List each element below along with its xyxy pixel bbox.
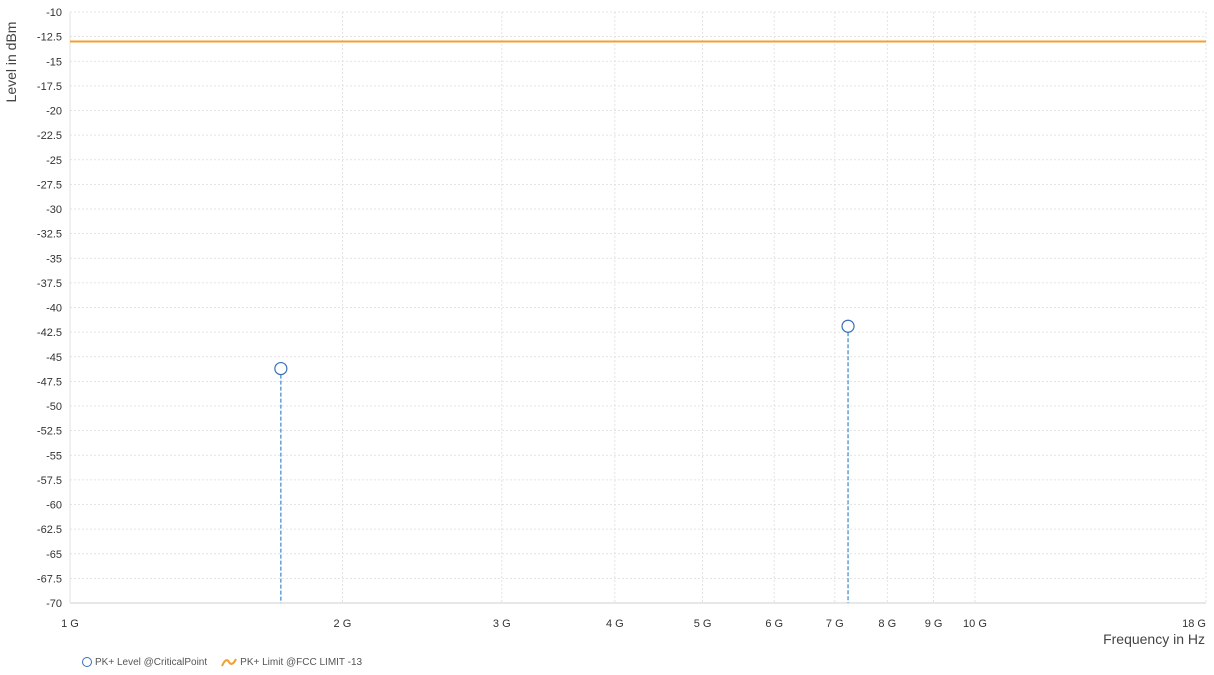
- y-tick-label: -62.5: [37, 524, 62, 536]
- x-tick-label: 10 G: [963, 618, 987, 630]
- x-tick-label: 9 G: [925, 618, 943, 630]
- x-axis-title: Frequency in Hz: [1103, 631, 1205, 647]
- legend-item-limit[interactable]: PK+ Limit @FCC LIMIT -13: [221, 656, 362, 668]
- y-tick-label: -65: [46, 549, 62, 561]
- x-tick-label: 3 G: [493, 618, 511, 630]
- x-axis-ticks: 1 G 2 G 3 G 4 G 5 G 6 G 7 G 8 G 9 G 10 G 18 G: [61, 618, 1206, 630]
- y-tick-label: -52.5: [37, 426, 62, 438]
- y-tick-label: -10: [46, 7, 62, 19]
- y-tick-label: -42.5: [37, 327, 62, 339]
- y-tick-label: -35: [46, 253, 62, 265]
- x-tick-label: 4 G: [606, 618, 624, 630]
- y-tick-label: -25: [46, 155, 62, 167]
- x-tick-label: 2 G: [334, 618, 352, 630]
- y-tick-label: -50: [46, 401, 62, 413]
- series-layer: [70, 40, 1206, 603]
- y-tick-label: -47.5: [37, 376, 62, 388]
- y-tick-label: -30: [46, 204, 62, 216]
- y-tick-label: -40: [46, 303, 62, 315]
- legend-label-limit: PK+ Limit @FCC LIMIT -13: [240, 656, 363, 668]
- legend-item-level[interactable]: PK+ Level @CriticalPoint: [82, 657, 207, 668]
- grid-lines: [69, 11, 1207, 604]
- y-tick-label: -67.5: [37, 573, 62, 585]
- y-tick-label: -57.5: [37, 475, 62, 487]
- y-tick-label: -17.5: [37, 81, 62, 93]
- y-tick-label: -22.5: [37, 130, 62, 142]
- x-tick-label: 18 G: [1182, 618, 1206, 630]
- y-axis-title: Level in dBm: [3, 22, 19, 103]
- y-tick-label: -20: [46, 106, 62, 118]
- data-point: [274, 361, 288, 376]
- y-tick-label: -60: [46, 500, 62, 512]
- x-tick-label: 8 G: [878, 618, 896, 630]
- x-tick-label: 7 G: [826, 618, 844, 630]
- x-tick-label: 6 G: [765, 618, 783, 630]
- y-axis-ticks: -10 -12.5 -15 -17.5 -20 -22.5 -25 -27.5 -30 -32.5…: [37, 7, 62, 610]
- x-tick-label: 5 G: [694, 618, 712, 630]
- y-tick-label: -27.5: [37, 179, 62, 191]
- legend: PK+ Level @CriticalPoint PK+ Limit @FCC …: [82, 656, 362, 668]
- limit-line-icon: [221, 658, 238, 667]
- data-point: [841, 319, 855, 333]
- y-tick-label: -55: [46, 450, 62, 462]
- y-tick-label: -37.5: [37, 278, 62, 290]
- y-tick-label: -45: [46, 352, 62, 364]
- y-tick-label: -12.5: [37, 32, 62, 44]
- legend-label-level: PK+ Level @CriticalPoint: [95, 656, 208, 668]
- y-tick-label: -32.5: [37, 229, 62, 241]
- y-tick-label: -70: [46, 598, 62, 610]
- circle-marker-icon: [82, 657, 92, 667]
- y-tick-label: -15: [46, 56, 62, 68]
- x-tick-label: 1 G: [61, 618, 79, 630]
